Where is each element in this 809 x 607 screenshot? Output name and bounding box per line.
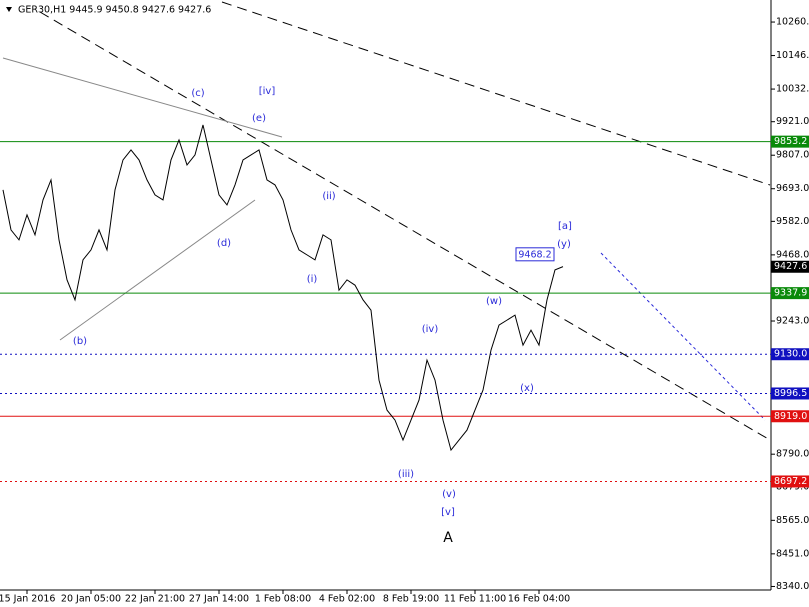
y-tick-label: 9582.0	[776, 216, 809, 227]
y-tick-label: 9921.0	[776, 116, 809, 127]
wave-label: [v]	[441, 507, 455, 518]
y-tick-label: 10146.0	[776, 50, 809, 61]
level-tag	[771, 348, 809, 361]
wave-label: [iv]	[259, 86, 276, 97]
level-tag	[771, 410, 809, 423]
x-tick-label: 4 Feb 02:00	[319, 594, 375, 605]
trend-line	[39, 11, 771, 441]
y-tick-label: 9693.0	[776, 183, 809, 194]
wave-label: A	[443, 530, 453, 546]
y-tick-label: 9468.0	[776, 249, 809, 260]
wave-label: (y)	[557, 239, 571, 250]
price-line	[2, 124, 564, 452]
price-marker-label: 9468.2	[518, 249, 551, 260]
y-tick-label: 10260.0	[776, 17, 809, 28]
y-tick-label: 9807.0	[776, 150, 809, 161]
wave-label: (c)	[191, 88, 204, 99]
level-tag	[771, 287, 809, 300]
y-tick-label: 10032.0	[776, 84, 809, 95]
y-tick-label: 8790.0	[776, 449, 809, 460]
y-tick-label: 8340.0	[776, 581, 809, 592]
price-tag	[771, 260, 809, 273]
x-tick-label: 11 Feb 11:00	[444, 594, 506, 605]
x-tick-label: 16 Feb 04:00	[508, 594, 570, 605]
level-tag	[771, 475, 809, 488]
wave-label: (i)	[307, 274, 318, 285]
level-label: 9337.9	[774, 288, 807, 299]
trend-line	[2, 57, 283, 138]
level-label: 9130.0	[774, 349, 807, 360]
price-label: 9427.6	[774, 261, 807, 272]
level-label: 8697.2	[774, 476, 807, 487]
trend-line	[59, 199, 256, 341]
wave-label: (iv)	[422, 324, 439, 335]
wave-label: (b)	[73, 336, 87, 347]
level-label: 8996.5	[774, 388, 807, 399]
level-label: 9853.2	[774, 136, 807, 147]
y-tick-label: 8451.0	[776, 548, 809, 559]
y-tick-label: 9243.0	[776, 316, 809, 327]
wave-label: (x)	[520, 383, 534, 394]
chart-title: GER30,H1 9445.9 9450.8 9427.6 9427.6	[18, 5, 211, 16]
x-tick-label: 27 Jan 14:00	[189, 594, 249, 605]
price-marker	[515, 247, 555, 262]
x-tick-label: 8 Feb 19:00	[383, 594, 439, 605]
level-tag	[771, 135, 809, 148]
y-tick-label: 8565.0	[776, 515, 809, 526]
menu-icon[interactable]	[6, 7, 12, 12]
trend-line	[221, 1, 771, 186]
x-tick-label: 15 Jan 2016	[0, 594, 55, 605]
wave-label: (e)	[252, 113, 266, 124]
x-tick-label: 1 Feb 08:00	[255, 594, 311, 605]
wave-label: (v)	[442, 489, 456, 500]
level-tag	[771, 387, 809, 400]
x-tick-label: 20 Jan 05:00	[61, 594, 121, 605]
wave-label: [a]	[558, 221, 572, 232]
wave-label: (d)	[217, 238, 231, 249]
level-label: 8919.0	[774, 411, 807, 422]
wave-label: (w)	[486, 296, 502, 307]
x-tick-label: 22 Jan 21:00	[125, 594, 185, 605]
wave-label: (ii)	[322, 191, 335, 202]
wave-label: (iii)	[398, 469, 414, 480]
